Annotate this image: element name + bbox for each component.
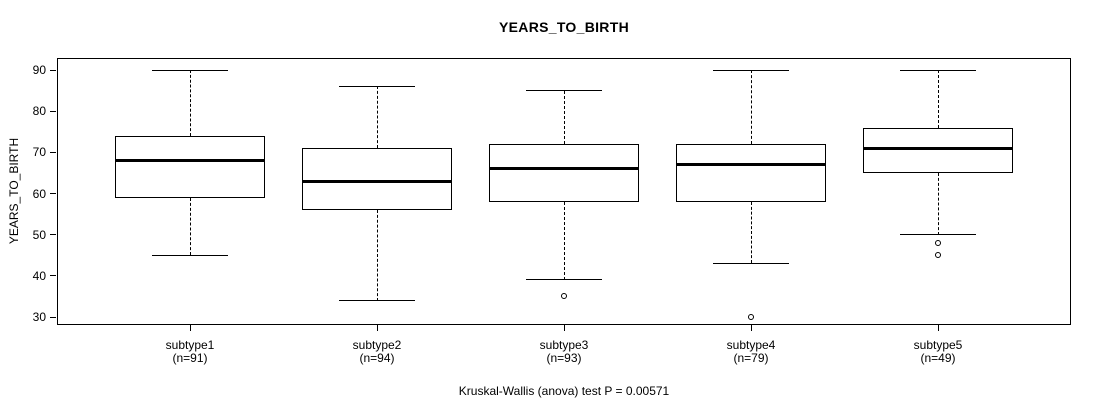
upper-whisker [750, 70, 752, 145]
group-count-label: (n=49) [920, 351, 956, 365]
kruskal-wallis-caption: Kruskal-Wallis (anova) test P = 0.00571 [458, 384, 670, 398]
x-axis-group-label: subtype1 (n=91) [110, 339, 270, 365]
y-axis-tick-label: 70 [32, 145, 46, 160]
outlier-point [748, 314, 754, 320]
group-label: subtype5 [913, 338, 963, 352]
y-axis-tick [50, 151, 56, 153]
lower-whisker [563, 201, 565, 280]
x-axis-group-label: subtype4 (n=79) [671, 339, 831, 365]
x-axis-tick [563, 325, 565, 331]
iqr-box [676, 144, 826, 202]
y-axis-tick [50, 316, 56, 318]
lower-whisker-cap [713, 262, 789, 264]
group-count-label: (n=91) [172, 351, 208, 365]
x-axis-group-label: subtype5 (n=49) [858, 339, 1018, 365]
y-axis-tick [50, 275, 56, 277]
y-axis-tick [50, 193, 56, 194]
x-axis-tick [750, 325, 752, 331]
y-axis-tick [50, 234, 56, 236]
x-axis-tick [937, 325, 939, 331]
lower-whisker [937, 172, 939, 235]
group-count-label: (n=79) [733, 351, 769, 365]
upper-whisker [563, 90, 565, 145]
iqr-box [115, 135, 265, 198]
group-count-label: (n=93) [546, 351, 582, 365]
upper-whisker-cap [713, 69, 789, 71]
outlier-point [561, 293, 567, 300]
lower-whisker-cap [526, 279, 602, 281]
y-axis-tick-label: 30 [32, 310, 46, 324]
upper-whisker [937, 70, 939, 128]
median-line [302, 179, 452, 183]
lower-whisker [189, 197, 191, 256]
iqr-box [302, 148, 452, 210]
median-line [863, 146, 1013, 150]
median-line [676, 163, 826, 167]
outlier-point [935, 239, 941, 246]
y-axis-tick-label: 90 [32, 63, 46, 77]
y-axis-tick-label: 40 [32, 268, 46, 283]
upper-whisker-cap [900, 69, 976, 71]
lower-whisker [750, 201, 752, 264]
group-label: subtype1 [165, 338, 215, 352]
upper-whisker [376, 86, 378, 149]
lower-whisker-cap [339, 300, 415, 302]
iqr-box [863, 127, 1013, 173]
group-label: subtype3 [539, 338, 589, 352]
group-label: subtype4 [726, 338, 776, 352]
chart-title: YEARS_TO_BIRTH [499, 19, 629, 35]
group-label: subtype2 [352, 338, 402, 352]
lower-whisker [376, 209, 378, 301]
x-axis-group-label: subtype3 (n=93) [484, 339, 644, 365]
x-axis-tick [376, 325, 378, 331]
median-line [489, 167, 639, 171]
upper-whisker-cap [152, 69, 228, 71]
y-axis-tick-label: 50 [32, 227, 46, 242]
y-axis-tick [50, 69, 56, 71]
upper-whisker-cap [526, 90, 602, 92]
lower-whisker-cap [152, 254, 228, 256]
y-axis-tick [50, 110, 56, 112]
group-count-label: (n=94) [359, 351, 395, 365]
outlier-point [935, 252, 941, 259]
lower-whisker-cap [900, 234, 976, 236]
upper-whisker-cap [339, 85, 415, 87]
upper-whisker [189, 70, 191, 136]
iqr-box [489, 144, 639, 202]
median-line [115, 159, 265, 163]
x-axis-tick [189, 325, 191, 331]
y-axis-tick-label: 60 [32, 186, 46, 201]
y-axis-tick-label: 80 [32, 104, 46, 119]
x-axis-group-label: subtype2 (n=94) [297, 339, 457, 365]
